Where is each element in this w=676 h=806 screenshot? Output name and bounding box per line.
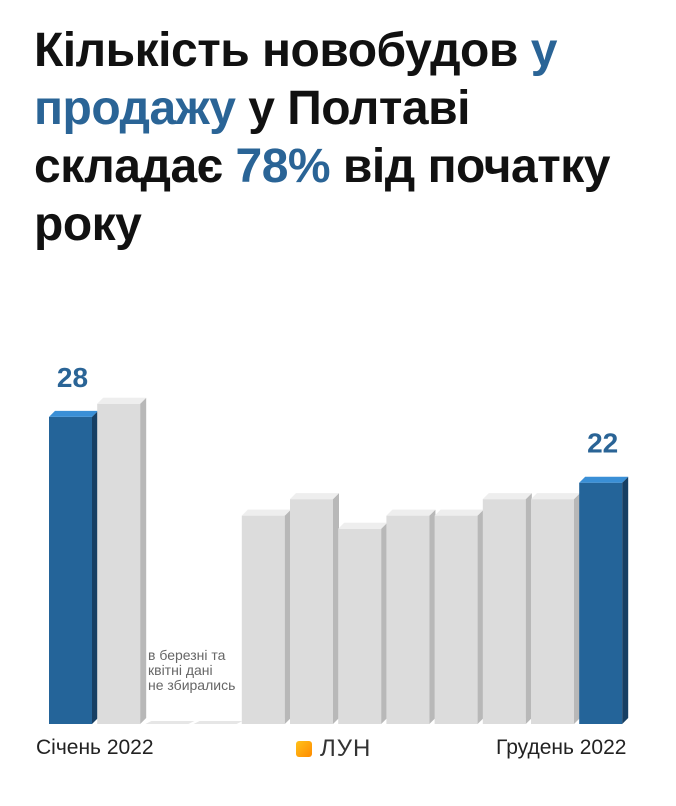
bar-side-11 xyxy=(574,493,580,724)
bar-top-8 xyxy=(386,509,436,516)
bar-top-1 xyxy=(49,410,98,417)
bar-11 xyxy=(531,499,574,724)
bar-2 xyxy=(97,403,141,724)
bar-placeholder-3 xyxy=(145,721,195,724)
lun-logo-text: ЛУН xyxy=(320,735,372,762)
bar-side-10 xyxy=(525,493,532,724)
title-part-2: у Полтаві складає xyxy=(34,82,470,193)
missing-data-note: в березні та квітні дані не збирались xyxy=(148,648,268,693)
bar-top-11 xyxy=(531,493,580,500)
bar-9 xyxy=(434,515,478,724)
title-highlight-2: 78% xyxy=(235,140,331,193)
x-label-end: Грудень 2022 xyxy=(496,736,627,759)
bar-side-9 xyxy=(477,509,484,724)
bar-top-5 xyxy=(241,509,291,516)
bar-8 xyxy=(386,515,430,724)
note-line-2: квітні дані xyxy=(148,662,213,678)
bar-top-7 xyxy=(338,522,388,529)
bar-top-10 xyxy=(482,493,532,500)
bar-10 xyxy=(482,499,526,724)
bar-side-5 xyxy=(284,509,291,724)
bar-1 xyxy=(49,416,92,724)
bar-placeholder-4 xyxy=(193,721,243,724)
title-part-1: Кількість новобудов xyxy=(34,24,531,77)
bar-side-12 xyxy=(622,476,629,724)
bar-top-6 xyxy=(290,493,339,500)
bar-top-9 xyxy=(434,509,484,516)
chart-title: Кількість новобудов у продажу у Полтаві … xyxy=(34,22,654,254)
bar-side-2 xyxy=(140,397,147,724)
bar-6 xyxy=(290,499,333,724)
note-line-1: в березні та xyxy=(148,647,226,663)
title-part-3: від початку року xyxy=(34,140,610,251)
bar-12 xyxy=(579,482,623,724)
bar-5 xyxy=(241,515,285,724)
bar-top-2 xyxy=(97,397,147,404)
bar-top-12 xyxy=(579,476,629,483)
bar-side-8 xyxy=(429,509,436,724)
data-label-12: 22 xyxy=(587,428,618,459)
lun-logo-icon xyxy=(296,741,312,757)
bar-side-1 xyxy=(92,410,98,724)
bar-side-7 xyxy=(381,522,388,724)
bar-7 xyxy=(338,528,382,724)
note-line-3: не збирались xyxy=(148,677,236,693)
title-highlight-1: у продажу xyxy=(34,24,557,135)
bar-side-6 xyxy=(333,493,339,724)
x-label-start: Січень 2022 xyxy=(36,736,154,759)
data-label-1: 28 xyxy=(57,362,88,393)
lun-logo: ЛУН xyxy=(296,735,372,762)
